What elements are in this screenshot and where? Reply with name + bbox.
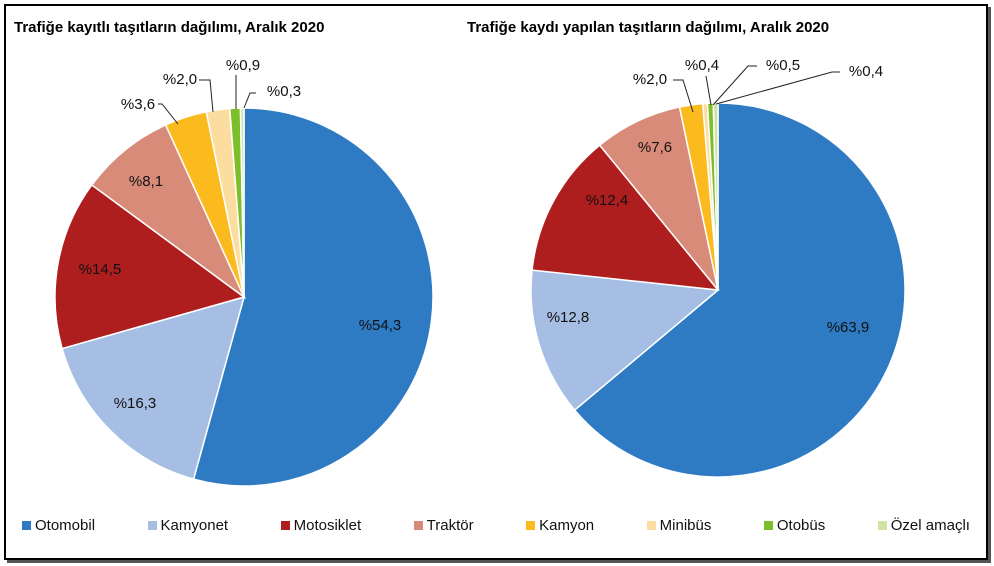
data-label: %0,4 [685, 57, 719, 74]
legend-item: Kamyon [526, 517, 594, 534]
data-label: %2,0 [163, 71, 197, 88]
legend: Otomobil Kamyonet Motosiklet Traktör Kamyon M… [12, 514, 980, 536]
data-label: %8,1 [129, 173, 163, 190]
leader-line [712, 65, 757, 106]
data-label: %2,0 [633, 71, 667, 88]
data-label: %16,3 [114, 395, 157, 412]
data-label: %0,9 [226, 57, 260, 74]
pie-slice-otomobil [192, 107, 434, 487]
legend-item: Motosiklet [280, 516, 362, 534]
data-label: %12,8 [547, 309, 590, 326]
pie-slice-trakt-r [90, 123, 246, 300]
pie-slice-kamyonet [61, 295, 246, 481]
legend-item: Traktör [413, 516, 474, 534]
legend-swatch [646, 520, 656, 530]
leader-line [705, 75, 712, 106]
legend-item: Kamyonet [147, 516, 229, 534]
legend-label: Otomobil [35, 516, 96, 534]
legend-label: Otobüs [776, 516, 826, 534]
legend-item: Minibüs [646, 516, 712, 534]
leader-line [673, 79, 694, 113]
legend-item: Otomobil [22, 517, 95, 534]
legend-label: Minibüs [659, 516, 712, 534]
legend-label: Özel amaçlı [890, 516, 970, 534]
legend-swatch [147, 520, 157, 530]
chart-title-registered: Trafiğe kayıtlı taşıtların dağılımı, Ara… [14, 19, 324, 36]
pie-slice-otomobil [573, 102, 906, 478]
legend-swatch [413, 520, 423, 530]
pie-slice-motosiklet [531, 144, 720, 291]
legend-label: Kamyon [539, 516, 595, 534]
pie-slice-motosiklet [54, 183, 246, 350]
data-label: %0,5 [766, 57, 800, 74]
pie-registered: %54,3 %16,3 %14,5 %8,1 %3,6 %2,0 %0,9 %0,3 [54, 57, 434, 487]
legend-item: Özel amaçlı [877, 516, 970, 534]
legend-swatch [763, 520, 773, 530]
legend-swatch [280, 520, 290, 530]
data-label: %63,9 [827, 319, 870, 336]
data-label: %12,4 [586, 192, 629, 209]
data-label: %3,6 [121, 96, 155, 113]
data-label: %14,5 [79, 261, 122, 278]
legend-label: Traktör [426, 516, 474, 534]
chart-title-new-registrations: Trafiğe kaydı yapılan taşıtların dağılım… [467, 19, 829, 36]
legend-swatch [877, 520, 887, 530]
pie-slice-kamyonet [530, 269, 720, 412]
legend-swatch [22, 520, 31, 530]
data-label: %0,4 [849, 63, 883, 80]
pie-slice--zel-ama-l- [239, 107, 245, 298]
legend-item: Otobüs [763, 516, 826, 534]
leader-line [715, 71, 840, 105]
legend-swatch [526, 520, 536, 530]
pie-new-registrations: %63,9 %12,8 %12,4 %7,6 %2,0 %0,4 %0,5 %0,4 [530, 57, 906, 478]
leader-line [158, 103, 179, 125]
data-label: %0,3 [267, 83, 301, 100]
leader-line [243, 92, 256, 109]
legend-label: Motosiklet [293, 516, 362, 534]
data-label: %54,3 [359, 317, 402, 334]
data-label: %7,6 [638, 139, 672, 156]
legend-label: Kamyonet [160, 516, 229, 534]
leader-line [199, 79, 214, 113]
